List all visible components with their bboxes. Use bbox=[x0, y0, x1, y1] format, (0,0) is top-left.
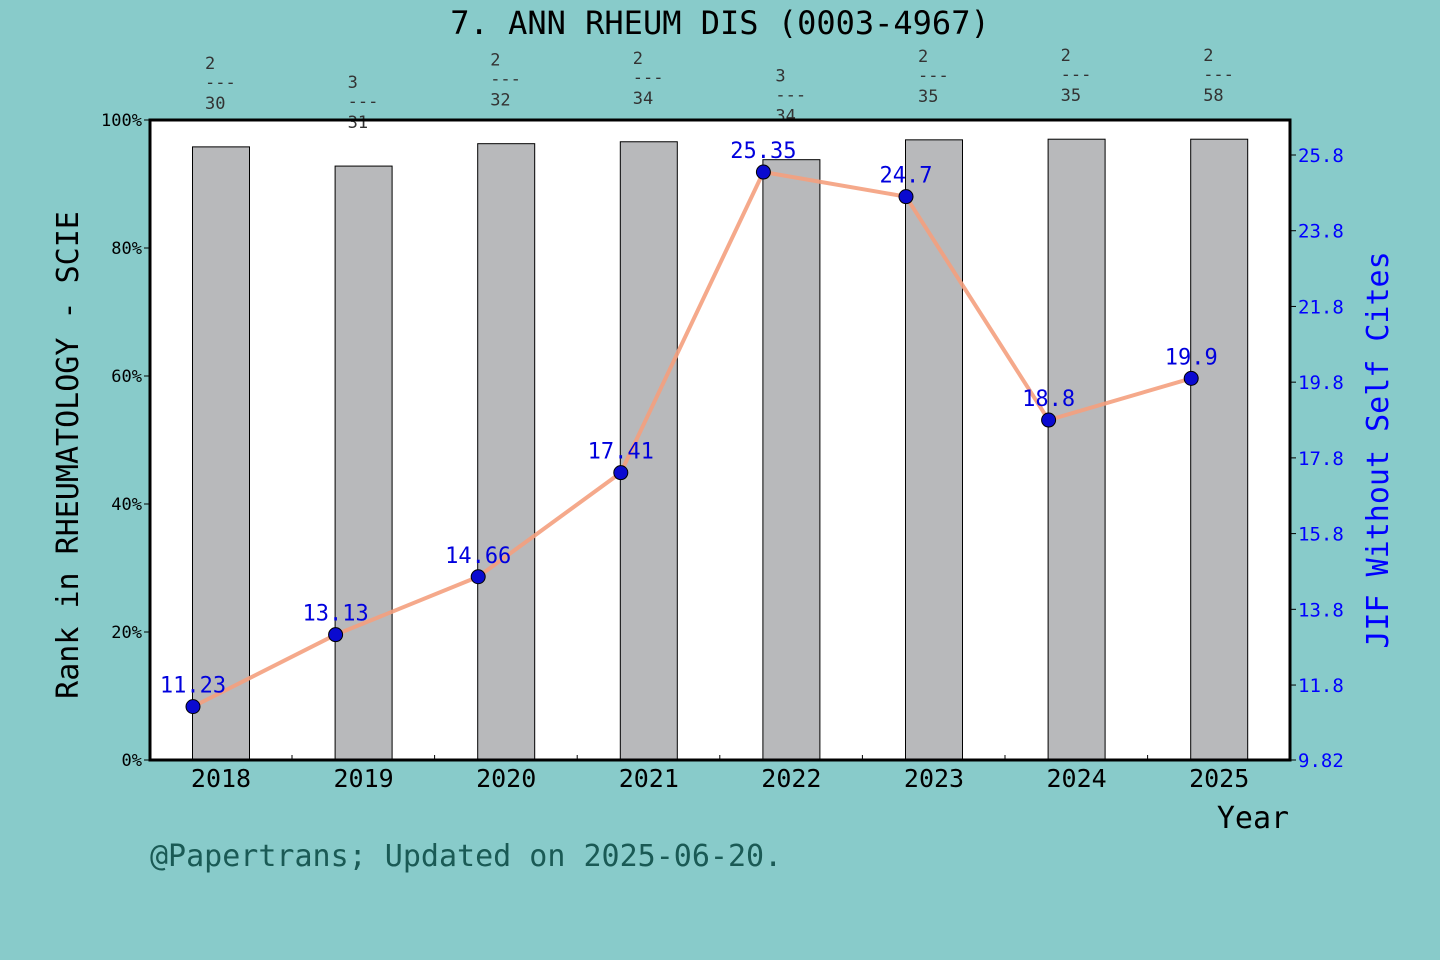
right-tick-label: 9.82 bbox=[1298, 750, 1344, 772]
rank-label-number: 3 bbox=[775, 67, 785, 87]
jif-point-2025 bbox=[1183, 370, 1199, 386]
jif-data-label: 25.35 bbox=[730, 139, 796, 164]
rank-label-total: 31 bbox=[348, 113, 368, 133]
rank-label-total: 58 bbox=[1203, 86, 1223, 106]
rank-label-separator: --- bbox=[490, 70, 521, 90]
plot-area bbox=[150, 120, 1290, 760]
bar-2022 bbox=[762, 159, 821, 761]
left-axis-label: Rank in RHEUMATOLOGY - SCIE bbox=[51, 211, 86, 699]
jif-data-label: 11.23 bbox=[160, 674, 226, 699]
x-tick-label: 2020 bbox=[476, 764, 536, 793]
jif-data-label: 17.41 bbox=[588, 440, 654, 465]
rank-label-separator: --- bbox=[205, 73, 236, 93]
right-tick-label: 21.8 bbox=[1298, 296, 1344, 318]
bar-2025 bbox=[1190, 138, 1249, 761]
rank-label-total: 34 bbox=[633, 89, 653, 109]
x-tick-label: 2022 bbox=[761, 764, 821, 793]
right-tick-label: 15.8 bbox=[1298, 524, 1344, 546]
rank-label-total: 34 bbox=[775, 107, 795, 127]
jif-point-2024 bbox=[1041, 412, 1057, 428]
bar-2019 bbox=[334, 165, 393, 761]
rank-label-number: 2 bbox=[1203, 46, 1213, 66]
bar-2018 bbox=[192, 146, 250, 761]
rank-label-separator: --- bbox=[918, 66, 949, 86]
right-tick-label: 19.8 bbox=[1298, 372, 1344, 394]
rank-label-number: 2 bbox=[1061, 46, 1071, 66]
right-tick-label: 23.8 bbox=[1298, 221, 1344, 243]
jif-point-2018 bbox=[185, 699, 201, 715]
footer-note: @Papertrans; Updated on 2025-06-20. bbox=[150, 839, 782, 874]
bar-2020 bbox=[477, 143, 536, 761]
left-tick-label: 40% bbox=[111, 495, 142, 515]
rank-label-number: 2 bbox=[918, 47, 928, 67]
right-tick-label: 17.8 bbox=[1298, 448, 1344, 470]
right-tick-label: 13.8 bbox=[1298, 599, 1344, 621]
rank-label-total: 35 bbox=[1061, 86, 1081, 106]
left-tick-label: 80% bbox=[111, 239, 142, 259]
rank-label-separator: --- bbox=[1061, 65, 1092, 85]
left-tick-label: 100% bbox=[101, 111, 142, 131]
rank-label-separator: --- bbox=[775, 86, 806, 106]
rank-label-separator: --- bbox=[348, 92, 379, 112]
rank-label-total: 32 bbox=[490, 91, 510, 111]
left-tick-label: 20% bbox=[111, 623, 142, 643]
rank-label-total: 35 bbox=[918, 87, 938, 107]
x-axis-label: Year bbox=[1217, 801, 1289, 836]
x-tick-label: 2021 bbox=[619, 764, 679, 793]
jif-data-label: 24.7 bbox=[880, 164, 933, 189]
right-tick-label: 11.8 bbox=[1298, 675, 1344, 697]
bar-2024 bbox=[1047, 138, 1106, 761]
left-tick-label: 60% bbox=[111, 367, 142, 387]
jif-point-2019 bbox=[328, 627, 344, 643]
jif-data-label: 18.8 bbox=[1022, 387, 1075, 412]
jif-data-label: 19.9 bbox=[1165, 345, 1218, 370]
left-tick-label: 0% bbox=[122, 751, 142, 771]
x-tick-label: 2019 bbox=[333, 764, 393, 793]
jif-data-label: 14.66 bbox=[445, 544, 511, 569]
jif-point-2020 bbox=[470, 569, 486, 585]
rank-label-number: 2 bbox=[205, 54, 215, 74]
rank-label-total: 30 bbox=[205, 94, 225, 114]
rank-label-number: 2 bbox=[633, 49, 643, 69]
jif-line bbox=[192, 169, 1192, 709]
jif-point-2021 bbox=[613, 465, 629, 481]
chart-title: 7. ANN RHEUM DIS (0003-4967) bbox=[450, 4, 989, 42]
rank-label-separator: --- bbox=[1203, 65, 1234, 85]
right-axis-label: JIF Without Self Cites bbox=[1361, 251, 1396, 648]
x-tick-label: 2018 bbox=[191, 764, 251, 793]
right-tick-label: 25.8 bbox=[1298, 145, 1344, 167]
rank-label-separator: --- bbox=[633, 68, 664, 88]
x-tick-label: 2025 bbox=[1189, 764, 1249, 793]
jif-data-label: 13.13 bbox=[302, 602, 368, 627]
x-tick-label: 2024 bbox=[1046, 764, 1106, 793]
jif-point-2022 bbox=[755, 164, 771, 180]
rank-label-number: 3 bbox=[348, 73, 358, 93]
bar-2023 bbox=[905, 139, 963, 761]
rank-label-number: 2 bbox=[490, 51, 500, 71]
x-tick-label: 2023 bbox=[904, 764, 964, 793]
jif-point-2023 bbox=[898, 189, 914, 205]
